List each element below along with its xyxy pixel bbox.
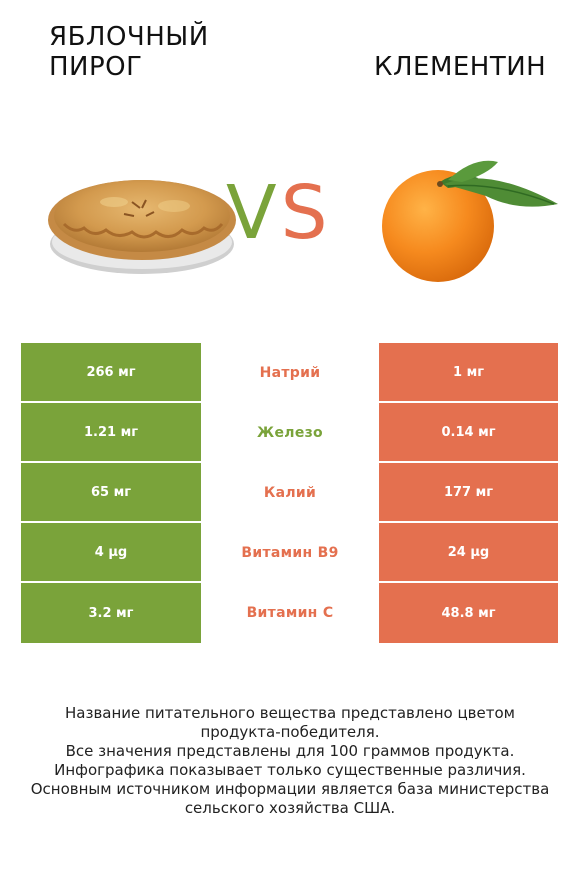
left-value-cell: 65 мг <box>21 463 201 523</box>
right-value-cell: 177 мг <box>379 463 558 523</box>
table-row: 266 мг Натрий 1 мг <box>21 343 558 403</box>
left-value-cell: 266 мг <box>21 343 201 403</box>
table-row: 65 мг Калий 177 мг <box>21 463 558 523</box>
vs-v-letter: V <box>226 170 277 256</box>
footer-line: Основным источником информации является … <box>30 780 550 798</box>
left-value-cell: 1.21 мг <box>21 403 201 463</box>
footer-line: сельского хозяйства США. <box>184 799 396 817</box>
vs-s-letter: S <box>280 170 328 256</box>
nutrient-name-cell: Натрий <box>201 343 379 403</box>
vs-label: V S <box>226 168 328 258</box>
left-food-title-line1: ЯБЛОЧНЫЙ <box>49 22 209 52</box>
clementine-image <box>382 160 558 282</box>
footer-line: Название питательного вещества представл… <box>65 704 515 722</box>
apple-pie-image <box>48 180 236 274</box>
nutrient-comparison-table: 266 мг Натрий 1 мг 1.21 мг Железо 0.14 м… <box>21 343 558 643</box>
left-food-title: ЯБЛОЧНЫЙ ПИРОГ <box>49 22 249 82</box>
left-food-title-line2: ПИРОГ <box>49 52 143 82</box>
right-value-cell: 24 µg <box>379 523 558 583</box>
nutrient-name-cell: Железо <box>201 403 379 463</box>
footer-notes: Название питательного вещества представл… <box>20 704 560 818</box>
nutrient-name-cell: Калий <box>201 463 379 523</box>
right-value-cell: 0.14 мг <box>379 403 558 463</box>
table-row: 1.21 мг Железо 0.14 мг <box>21 403 558 463</box>
table-row: 4 µg Витамин B9 24 µg <box>21 523 558 583</box>
nutrient-name-cell: Витамин B9 <box>201 523 379 583</box>
left-value-cell: 3.2 мг <box>21 583 201 643</box>
right-food-title: КЛЕМЕНТИН <box>374 52 547 82</box>
footer-line: Все значения представлены для 100 граммо… <box>65 742 515 760</box>
right-value-cell: 1 мг <box>379 343 558 403</box>
footer-line: продукта-победителя. <box>200 723 380 741</box>
table-row: 3.2 мг Витамин C 48.8 мг <box>21 583 558 643</box>
footer-line: Инфографика показывает только существенн… <box>54 761 526 779</box>
left-value-cell: 4 µg <box>21 523 201 583</box>
right-value-cell: 48.8 мг <box>379 583 558 643</box>
nutrient-name-cell: Витамин C <box>201 583 379 643</box>
